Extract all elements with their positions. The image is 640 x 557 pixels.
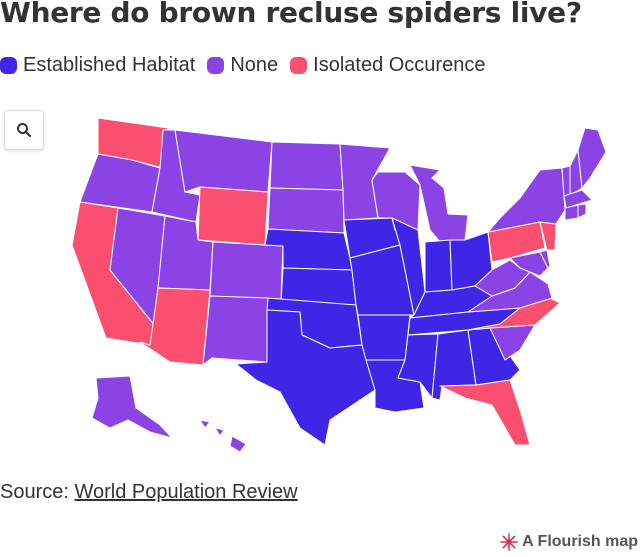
source-note: Source: World Population Review bbox=[0, 481, 298, 504]
state-MA[interactable] bbox=[563, 189, 593, 209]
state-CT[interactable] bbox=[564, 204, 579, 221]
state-NM[interactable] bbox=[202, 295, 269, 366]
flourish-logo-icon bbox=[500, 533, 518, 551]
flourish-label: A Flourish map bbox=[522, 533, 638, 550]
legend-swatch-none bbox=[207, 57, 225, 74]
legend-label-isolated: Isolated Occurence bbox=[313, 54, 486, 76]
source-link[interactable]: World Population Review bbox=[74, 481, 298, 503]
state-FL[interactable] bbox=[439, 379, 531, 446]
state-HI[interactable] bbox=[199, 419, 247, 453]
state-ME[interactable] bbox=[577, 127, 607, 189]
state-DE[interactable] bbox=[539, 249, 551, 269]
legend-item-none[interactable]: None bbox=[207, 54, 278, 77]
state-TX[interactable] bbox=[235, 309, 376, 446]
state-MI[interactable] bbox=[409, 164, 469, 243]
legend-swatch-established bbox=[0, 57, 17, 74]
legend-label-established: Established Habitat bbox=[23, 54, 196, 76]
state-RI[interactable] bbox=[577, 203, 587, 219]
legend-item-established[interactable]: Established Habitat bbox=[0, 54, 195, 77]
search-icon bbox=[17, 123, 32, 138]
state-CO[interactable] bbox=[209, 241, 284, 301]
map-search-button[interactable] bbox=[4, 110, 44, 150]
legend-item-isolated[interactable]: Isolated Occurence bbox=[290, 54, 485, 77]
state-WY[interactable] bbox=[197, 186, 269, 246]
state-NY[interactable] bbox=[487, 167, 566, 233]
state-AK[interactable] bbox=[91, 375, 173, 439]
legend-label-none: None bbox=[230, 54, 279, 76]
state-AR[interactable] bbox=[357, 314, 411, 361]
state-IN[interactable] bbox=[424, 239, 453, 293]
state-SD[interactable] bbox=[267, 187, 345, 234]
state-ND[interactable] bbox=[269, 141, 344, 191]
legend-swatch-isolated bbox=[290, 57, 308, 74]
page-title: Where do brown recluse spiders live? bbox=[0, 0, 582, 29]
us-map bbox=[71, 117, 607, 453]
state-VT[interactable] bbox=[561, 165, 571, 197]
flourish-attribution[interactable]: A Flourish map bbox=[500, 533, 638, 551]
state-WI[interactable] bbox=[371, 171, 421, 231]
legend: Established Habitat None Isolated Occure… bbox=[0, 54, 485, 77]
state-WV[interactable] bbox=[474, 259, 531, 297]
state-MT[interactable] bbox=[174, 129, 273, 193]
state-NC[interactable] bbox=[467, 297, 561, 331]
source-prefix: Source: bbox=[0, 481, 75, 503]
